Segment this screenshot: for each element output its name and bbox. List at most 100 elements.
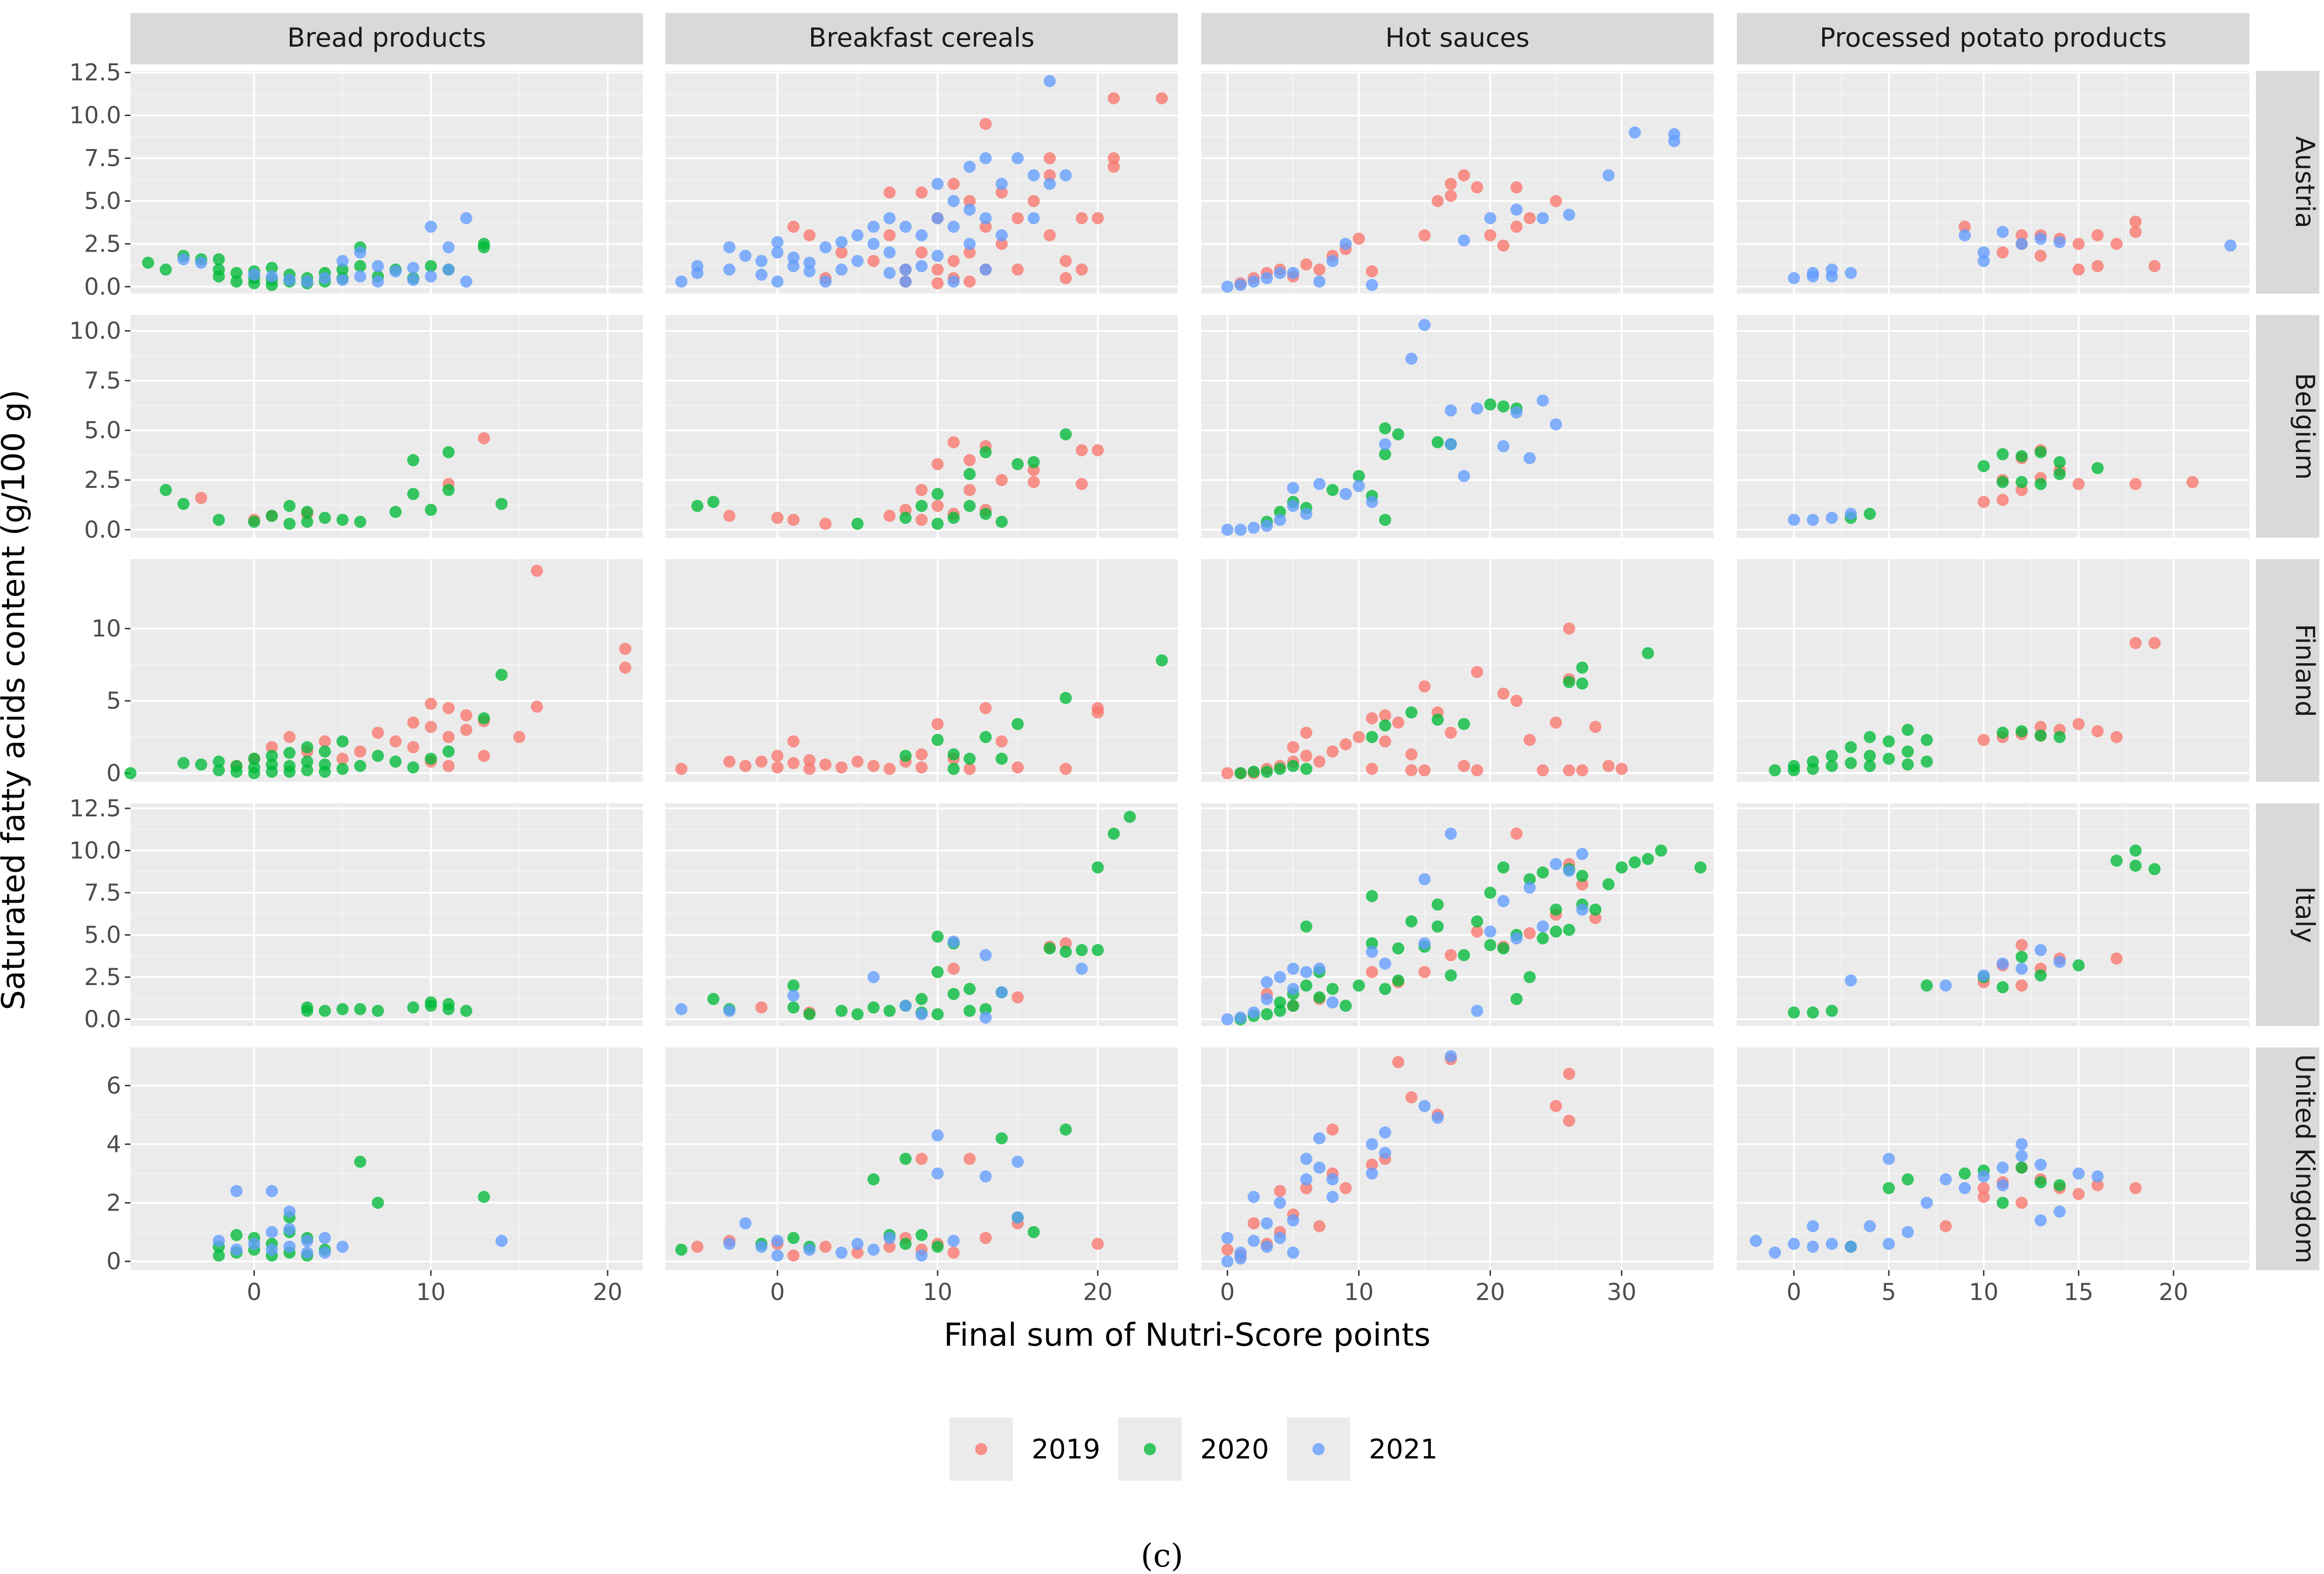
data-point — [1550, 925, 1562, 938]
data-point — [675, 1003, 688, 1015]
data-point — [1444, 969, 1457, 982]
data-point — [1537, 866, 1549, 879]
data-point — [771, 275, 784, 288]
data-point — [442, 1003, 455, 1015]
data-point — [1563, 622, 1575, 635]
data-point — [1059, 937, 1072, 950]
data-point — [1366, 279, 1378, 291]
data-point — [1431, 195, 1444, 207]
data-point — [319, 272, 331, 284]
data-point — [931, 250, 944, 262]
data-point — [1300, 1182, 1312, 1194]
data-point — [787, 1001, 800, 1014]
data-point — [1234, 767, 1247, 780]
panel-background — [1201, 559, 1714, 782]
data-point — [1940, 979, 1952, 992]
data-point — [2034, 1176, 2047, 1189]
data-point — [1300, 920, 1312, 933]
data-point — [372, 726, 384, 739]
data-point — [964, 246, 976, 259]
data-point — [248, 277, 260, 289]
data-point — [1524, 971, 1536, 983]
data-point — [619, 661, 632, 674]
data-point — [1366, 763, 1378, 775]
data-point — [755, 268, 768, 281]
data-point — [1977, 733, 1990, 746]
data-point — [2016, 979, 2028, 992]
y-tick-label: 5.0 — [84, 417, 121, 444]
data-point — [1261, 766, 1273, 778]
data-point — [1996, 958, 2009, 970]
data-point — [1326, 484, 1339, 496]
data-point — [883, 212, 896, 225]
legend-label: 2021 — [1369, 1433, 1438, 1465]
data-point — [803, 763, 816, 775]
data-point — [1379, 958, 1391, 970]
series-2020 — [1845, 1161, 2066, 1253]
data-point — [460, 709, 472, 722]
data-point — [739, 250, 752, 262]
data-point — [1977, 1191, 1990, 1203]
data-point — [1107, 160, 1120, 173]
data-point — [1012, 991, 1024, 1004]
data-point — [2224, 240, 2237, 252]
data-point — [424, 753, 437, 765]
data-point — [1563, 208, 1575, 221]
data-point — [1864, 1220, 1876, 1232]
data-point — [819, 518, 832, 530]
data-point — [177, 498, 190, 510]
data-point — [1510, 220, 1523, 233]
data-point — [883, 1005, 896, 1017]
data-point — [1497, 240, 1510, 252]
data-point — [851, 1238, 864, 1250]
data-point — [1418, 966, 1431, 979]
data-point — [1366, 1158, 1378, 1171]
data-point — [851, 255, 864, 267]
data-point — [1996, 246, 2009, 259]
data-point — [883, 186, 896, 199]
data-point — [819, 241, 832, 253]
data-point — [1274, 1185, 1286, 1198]
data-point — [1300, 979, 1312, 992]
panel-background — [1201, 803, 1714, 1026]
data-point — [1059, 691, 1072, 704]
data-point — [1313, 1132, 1326, 1144]
x-tick-label: 5 — [1881, 1279, 1896, 1306]
data-point — [1366, 937, 1378, 950]
data-point — [1326, 1123, 1339, 1136]
data-point — [739, 760, 752, 772]
data-point — [478, 712, 490, 725]
data-point — [2092, 1170, 2104, 1183]
data-point — [1825, 1005, 1838, 1017]
data-point — [2129, 226, 2142, 238]
data-point — [899, 275, 912, 288]
data-point — [931, 178, 944, 190]
data-point — [787, 260, 800, 273]
row-strip-label: Austria — [2290, 136, 2320, 228]
data-point — [1996, 981, 2009, 993]
data-point — [1012, 761, 1024, 773]
data-point — [212, 755, 225, 768]
y-tick-label: 4 — [106, 1131, 121, 1158]
data-point — [283, 1223, 296, 1235]
data-point — [1510, 406, 1523, 419]
data-point — [964, 454, 976, 466]
data-point — [2016, 962, 2028, 975]
data-point — [283, 1240, 296, 1253]
data-point — [1221, 523, 1234, 536]
data-point — [1012, 263, 1024, 276]
data-point — [1471, 402, 1483, 415]
panel-background — [1737, 1047, 2249, 1270]
data-point — [1326, 1191, 1339, 1203]
data-point — [495, 669, 508, 681]
panel-background — [1201, 315, 1714, 538]
data-point — [1261, 272, 1273, 284]
panel-background — [665, 803, 1178, 1026]
data-point — [979, 507, 992, 520]
data-point — [1510, 932, 1523, 944]
data-point — [1366, 731, 1378, 743]
data-point — [1458, 760, 1470, 772]
data-point — [1379, 513, 1391, 526]
data-point — [1882, 735, 1895, 748]
data-point — [1379, 709, 1391, 722]
